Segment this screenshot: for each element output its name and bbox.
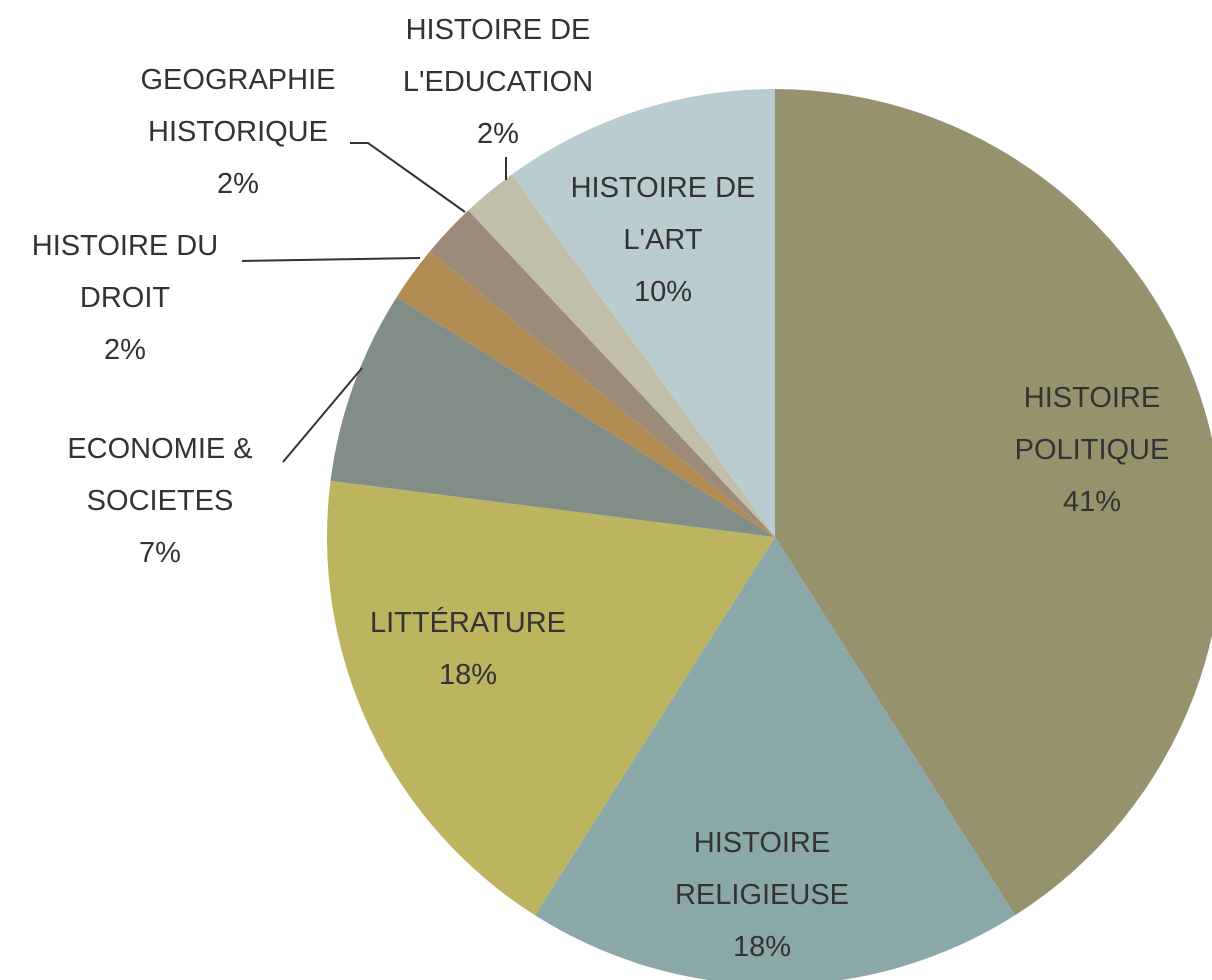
value-label: 41%	[1062, 486, 1122, 518]
value-label: 18%	[732, 931, 792, 963]
pie-slice	[511, 89, 775, 537]
category-name: HISTOIRE RELIGIEUSE	[674, 827, 850, 911]
category-name: LITTÉRATURE	[369, 607, 567, 639]
leader-line	[350, 142, 466, 213]
slice-label: ECONOMIE & SOCIETES 7%	[35, 423, 285, 579]
leader-line	[241, 257, 421, 262]
slice-label: HISTOIRE POLITIQUE 41%	[982, 372, 1202, 528]
category-name: HISTOIRE DE L'EDUCATION	[402, 14, 594, 98]
pie-slice	[396, 251, 775, 537]
value-label: 2%	[477, 118, 519, 150]
pie-slice	[775, 89, 1212, 916]
category-name: ECONOMIE & SOCIETES	[67, 433, 253, 517]
category-name: GEOGRAPHIE HISTORIQUE	[140, 64, 336, 148]
slice-label: HISTOIRE RELIGIEUSE 18%	[647, 817, 877, 973]
value-label: 18%	[438, 659, 498, 691]
pie-slice	[429, 210, 775, 537]
leader-line	[282, 367, 363, 463]
category-name: HISTOIRE POLITIQUE	[1014, 382, 1170, 466]
pie-slice	[327, 480, 775, 916]
category-name: HISTOIRE DE L'ART	[570, 172, 756, 256]
slice-label: HISTOIRE DU DROIT 2%	[5, 220, 245, 376]
slice-label: LITTÉRATURE 18%	[338, 597, 598, 701]
value-label: 10%	[633, 276, 693, 308]
value-label: 2%	[104, 334, 146, 366]
category-name: HISTOIRE DU DROIT	[31, 230, 219, 314]
pie-slice	[468, 174, 775, 538]
slice-label: HISTOIRE DE L'EDUCATION 2%	[373, 4, 623, 160]
value-label: 2%	[217, 168, 259, 200]
pie-slice	[330, 296, 775, 537]
pie-slice	[534, 537, 1016, 980]
slice-label: HISTOIRE DE L'ART 10%	[548, 162, 778, 318]
value-label: 7%	[139, 537, 181, 569]
slice-label: GEOGRAPHIE HISTORIQUE 2%	[113, 54, 363, 210]
